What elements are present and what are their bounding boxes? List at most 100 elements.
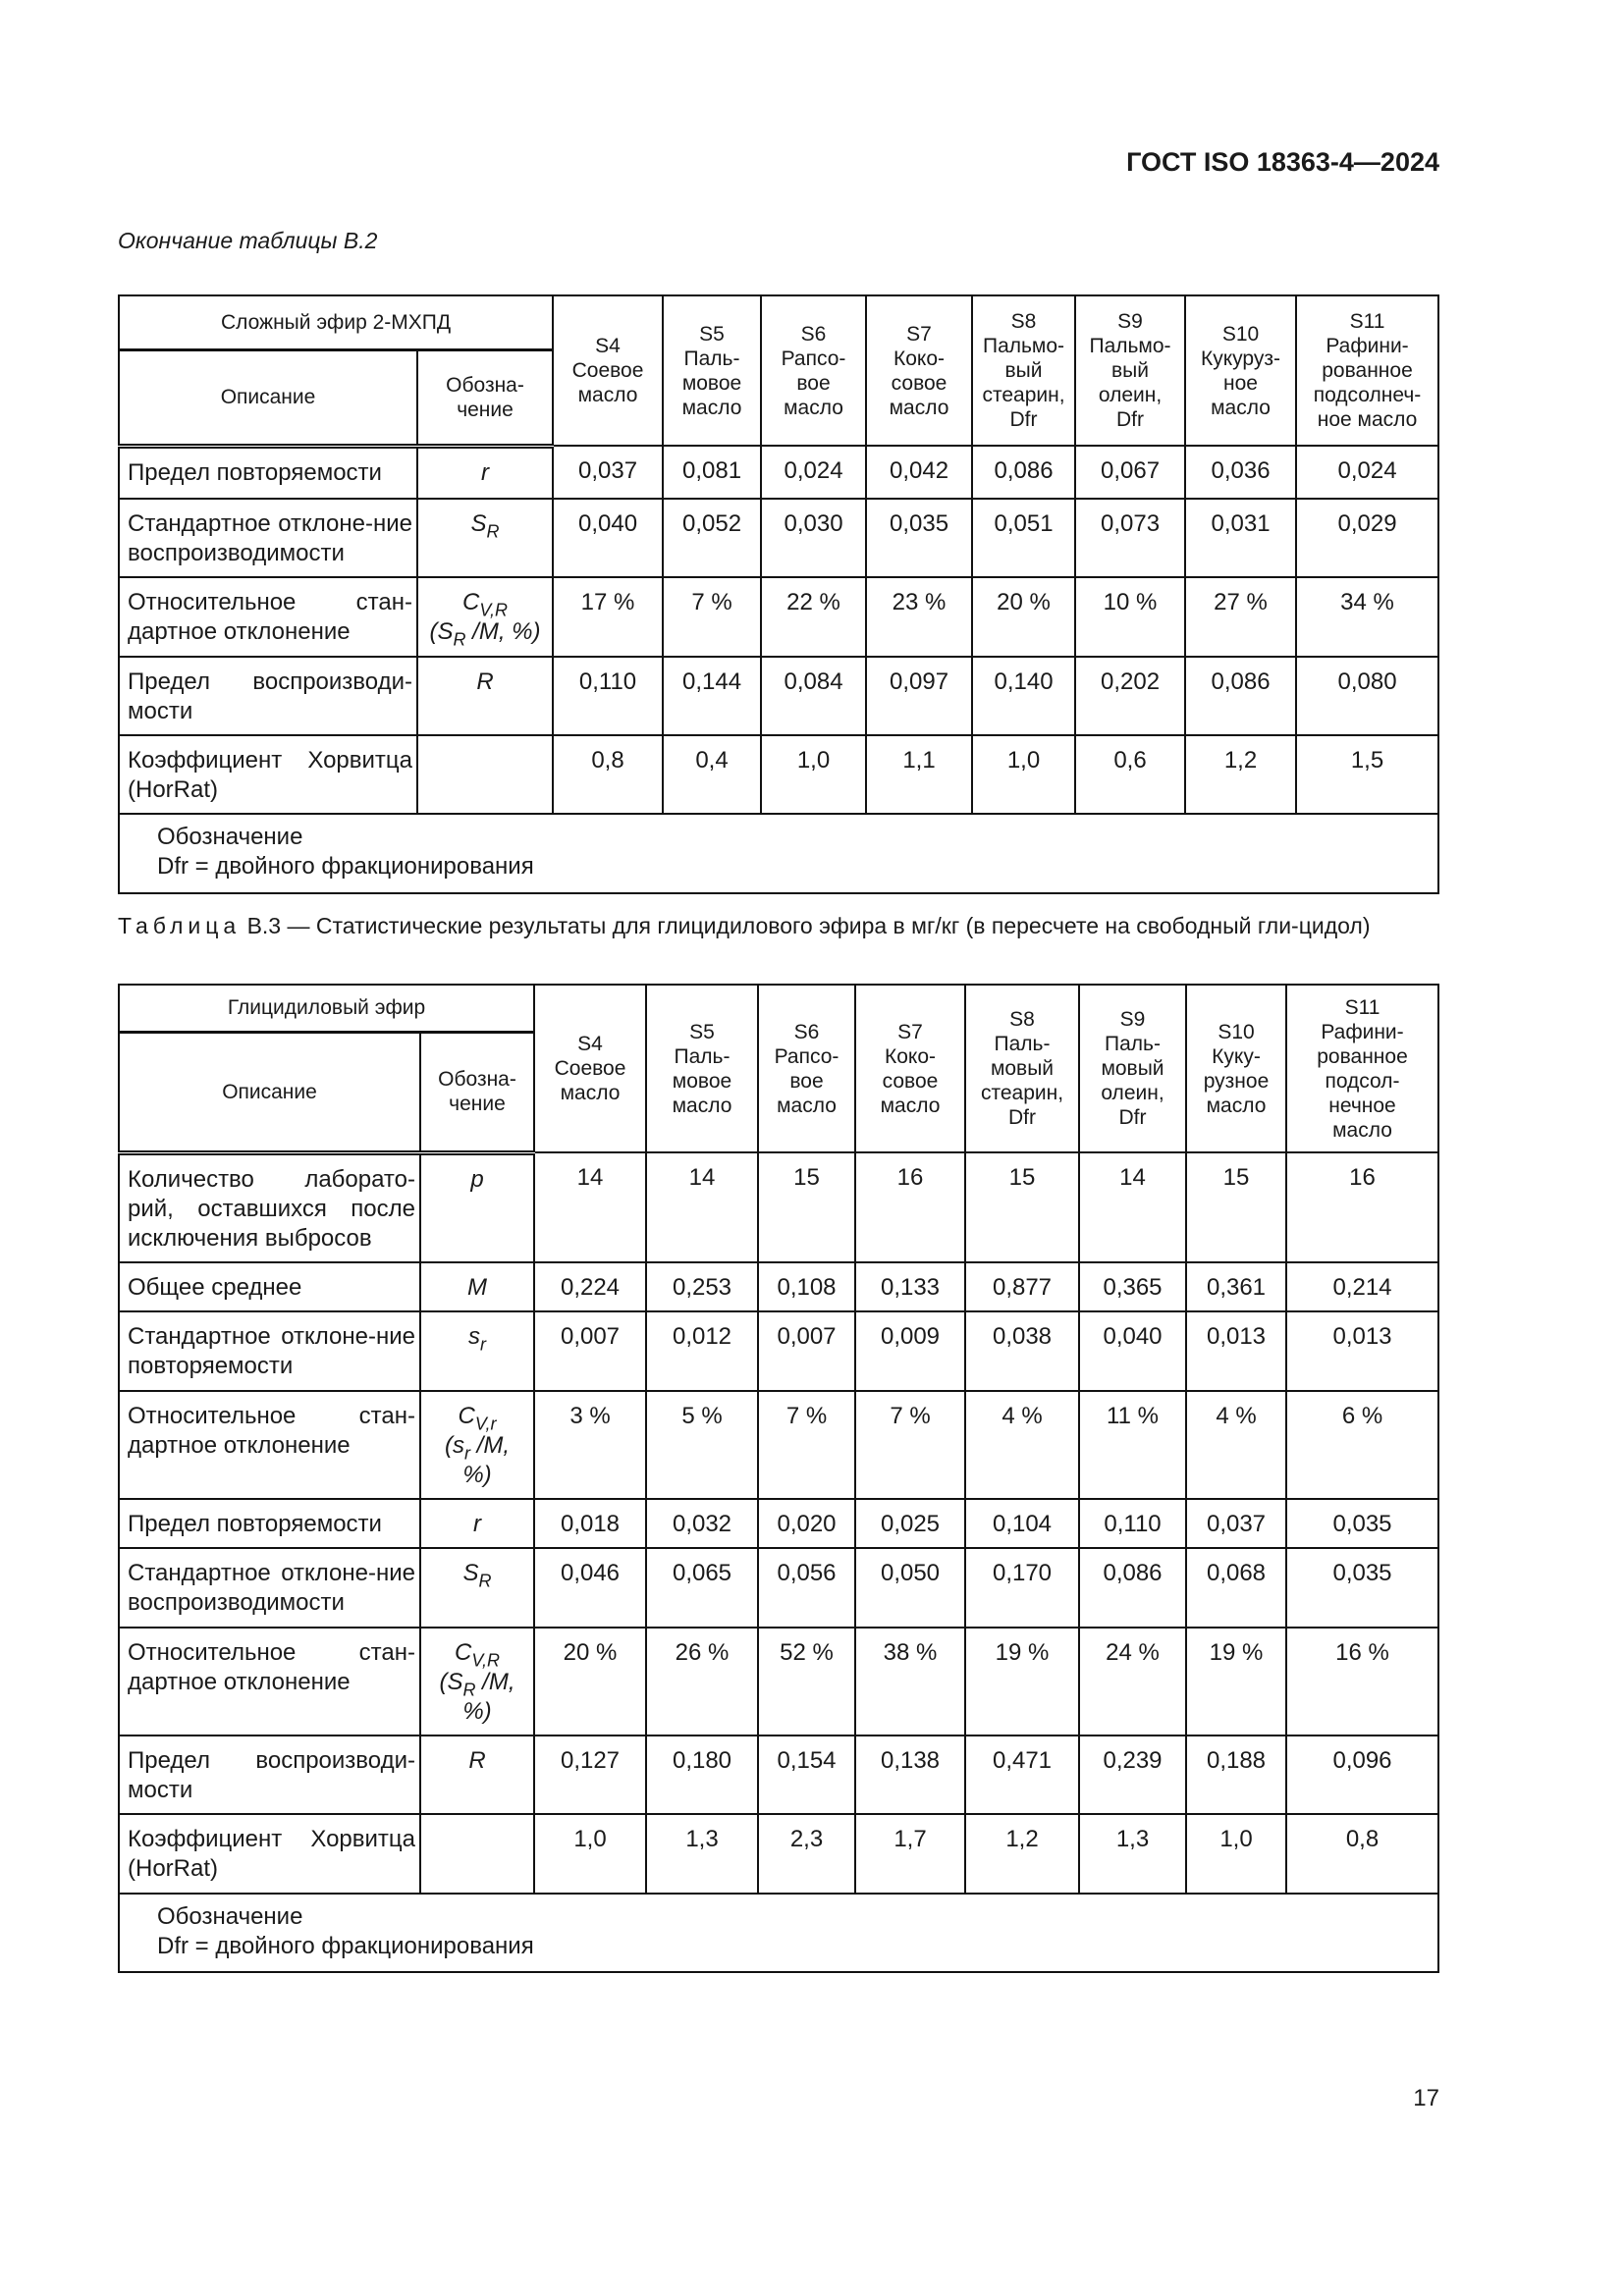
- table-row: Предел повторяемости r 0,018 0,032 0,020 0,02…: [118, 1498, 1439, 1549]
- value-cell: 3 %: [533, 1390, 647, 1500]
- value-cell: 0,052: [662, 498, 763, 578]
- value-cell: 0,096: [1285, 1735, 1439, 1815]
- symbol-text: r: [473, 1511, 481, 1537]
- symbol-subscript: V,R: [471, 1650, 500, 1671]
- table-row: Стандартное отклоне-ние воспроизводимост…: [118, 498, 1440, 578]
- value-cell: 0,144: [662, 656, 763, 736]
- sample-header-line: S7: [906, 322, 932, 346]
- sample-header-line: Соевое: [554, 1057, 626, 1080]
- value-cell: 0,110: [552, 656, 665, 736]
- table-row: Относительное стан-дартное отклонение CV,…: [118, 576, 1440, 658]
- row-symbol: p: [419, 1151, 535, 1263]
- value-cell: 0,050: [854, 1547, 966, 1629]
- table-row: Стандартное отклоне-ние воспроизводимост…: [118, 1547, 1439, 1629]
- value-cell: 0,110: [1078, 1498, 1187, 1549]
- value-cell: 1,3: [645, 1813, 759, 1895]
- sample-header-line: Рапсо-: [774, 1044, 839, 1068]
- row-description: Стандартное отклоне-ние повторяемости: [118, 1310, 421, 1392]
- value-cell: 15: [1185, 1151, 1287, 1263]
- sample-header-line: Куку-: [1212, 1044, 1261, 1068]
- row-description: Количество лаборато-рий, оставшихся посл…: [118, 1151, 421, 1263]
- row-symbol: sr: [419, 1310, 535, 1392]
- sample-header-line: Рафини-: [1326, 335, 1409, 357]
- value-cell: 1,0: [533, 1813, 647, 1895]
- sample-column-header: S8 Пальмо-вый стеарин, Dfr: [971, 294, 1077, 447]
- sample-header-line: масло: [577, 384, 638, 406]
- row-symbol: R: [415, 656, 555, 736]
- sample-header-line: масло: [880, 1094, 941, 1117]
- sample-header-line: олеин,: [1098, 384, 1163, 406]
- sample-header-line: масло: [1206, 1094, 1267, 1117]
- value-cell: 0,024: [1295, 445, 1440, 500]
- value-cell: 0,030: [760, 498, 868, 578]
- value-cell: 1,2: [1184, 734, 1298, 815]
- value-cell: 0,127: [533, 1735, 647, 1815]
- caption-text: В.3 — Статистические результаты для глиц…: [241, 913, 1371, 938]
- value-cell: 0,067: [1074, 445, 1187, 500]
- sample-header-line: Паль-: [674, 1044, 731, 1068]
- value-cell: 27 %: [1184, 576, 1298, 658]
- sample-header-line: Коко-: [893, 347, 946, 370]
- sample-column-header: S7 Коко-совое масло: [854, 984, 966, 1153]
- value-cell: 22 %: [760, 576, 868, 658]
- value-cell: 0,012: [645, 1310, 759, 1392]
- value-cell: 0,020: [757, 1498, 856, 1549]
- sample-header-line: подсол-: [1325, 1069, 1400, 1093]
- table-row: Коэффициент Хорвитца (HorRat) 1,0 1,3 2,3 1,…: [118, 1813, 1439, 1895]
- sample-column-header: S5 Паль-мовое масло: [645, 984, 759, 1153]
- note-line: Обозначение: [157, 824, 303, 850]
- value-cell: 11 %: [1078, 1390, 1187, 1500]
- sample-header-line: масло: [1211, 396, 1271, 419]
- sample-header-line: S11: [1344, 995, 1380, 1019]
- sample-header-line: Dfr: [1118, 1106, 1147, 1129]
- value-cell: 4 %: [964, 1390, 1080, 1500]
- value-cell: 24 %: [1078, 1627, 1187, 1736]
- sample-header-line: S10: [1218, 1020, 1255, 1043]
- sample-header-line: масло: [1332, 1118, 1392, 1142]
- value-cell: 19 %: [964, 1627, 1080, 1736]
- sample-header-line: S4: [595, 335, 621, 357]
- value-cell: 15: [757, 1151, 856, 1263]
- value-cell: 0,037: [1185, 1498, 1287, 1549]
- symbol-text: C: [454, 1639, 472, 1666]
- value-cell: 15: [964, 1151, 1080, 1263]
- value-cell: 1,0: [971, 734, 1077, 815]
- symbol-text: R: [476, 668, 494, 695]
- value-cell: 0,202: [1074, 656, 1187, 736]
- column-header-description: Описание: [118, 1031, 421, 1155]
- row-description: Стандартное отклоне-ние воспроизводимост…: [118, 1547, 421, 1629]
- sample-header-line: совое: [891, 371, 947, 395]
- sample-header-line: Паль-: [683, 347, 740, 370]
- value-cell: 0,007: [533, 1310, 647, 1392]
- value-cell: 7 %: [757, 1390, 856, 1500]
- sample-column-header: S10 Куку-рузное масло: [1185, 984, 1287, 1153]
- column-header-description: Описание: [118, 348, 418, 449]
- value-cell: 0,040: [1078, 1310, 1187, 1392]
- value-cell: 0,239: [1078, 1735, 1187, 1815]
- sample-header-line: Соевое: [571, 359, 644, 382]
- sample-header-line: подсолнеч-: [1313, 384, 1422, 406]
- symbol-text: C: [462, 589, 480, 615]
- symbol-header-line: Обозна-: [446, 373, 524, 397]
- symbol-header-line: чение: [457, 398, 514, 421]
- sample-column-header: S6 Рапсо-вое масло: [757, 984, 856, 1153]
- column-header-symbol: Обозна-чение: [419, 1031, 535, 1155]
- value-cell: 0,068: [1185, 1547, 1287, 1629]
- sample-column-header: S7 Коко-совое масло: [865, 294, 974, 447]
- symbol-header-line: Обозна-: [438, 1068, 516, 1091]
- value-cell: 0,035: [1285, 1498, 1439, 1549]
- sample-header-line: ное: [1223, 371, 1258, 395]
- row-description: Относительное стан-дартное отклонение: [118, 576, 418, 658]
- symbol-text: /M,: [470, 1432, 510, 1459]
- value-cell: 0,080: [1295, 656, 1440, 736]
- sample-header-line: S9: [1117, 310, 1143, 333]
- value-cell: 0,084: [760, 656, 868, 736]
- symbol-text: M: [467, 1274, 487, 1301]
- table-row: Относительное стан-дартное отклонение CV,…: [118, 1390, 1439, 1500]
- sample-header-line: Рафини-: [1321, 1020, 1404, 1043]
- table-row: Коэффициент Хорвитца (HorRat) 0,8 0,4 1,0 1,…: [118, 734, 1440, 815]
- sample-header-line: рованное: [1317, 1044, 1408, 1068]
- sample-header-line: вый: [1111, 359, 1149, 382]
- note-line: Dfr = двойного фракционирования: [157, 1933, 534, 1959]
- value-cell: 2,3: [757, 1813, 856, 1895]
